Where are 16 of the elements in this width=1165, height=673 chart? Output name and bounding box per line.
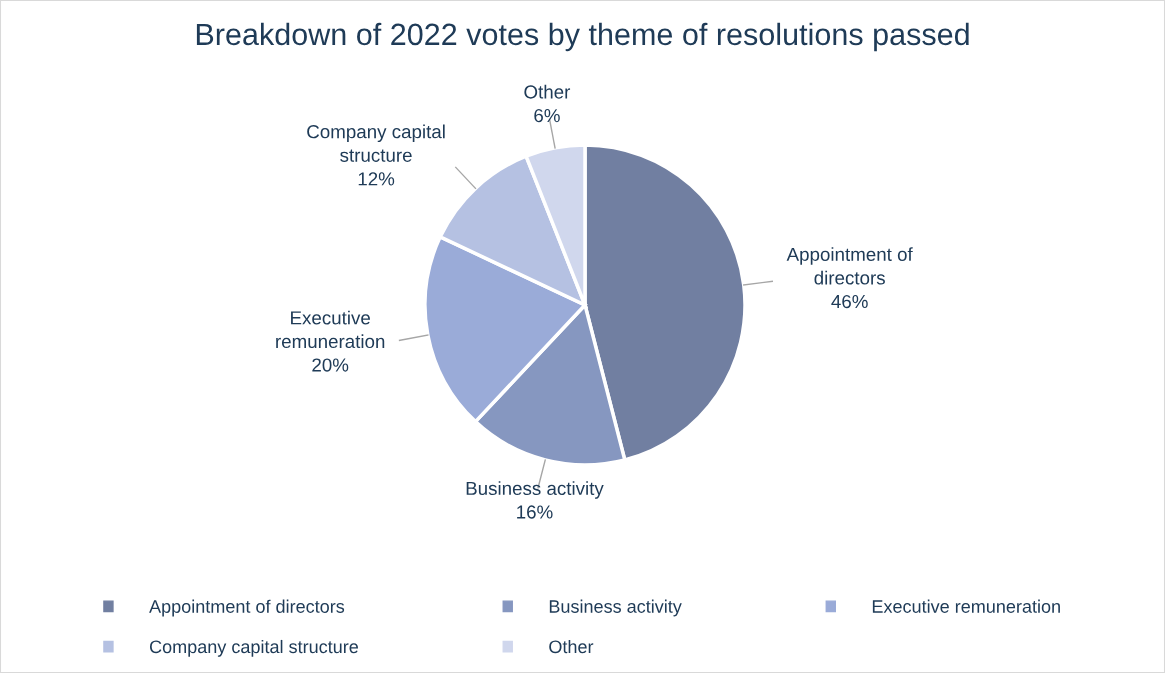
legend-label: Appointment of directors	[149, 599, 345, 617]
slice-label: Executive remuneration	[276, 310, 385, 349]
chart-title: Breakdown of 2022 votes by theme of resolutions passed	[196, 22, 969, 52]
data-label: 6%	[534, 108, 560, 123]
legend-label: Company capital structure	[149, 639, 358, 657]
legend-label: Other	[549, 639, 594, 654]
data-label: 46%	[831, 294, 868, 309]
slice-label: Business activity	[466, 481, 604, 499]
data-label: 20%	[312, 358, 349, 372]
data-label: 16%	[517, 505, 553, 519]
slice-label: Company capital structure	[307, 124, 445, 162]
slice-label: Appointment of directors	[786, 247, 913, 285]
legend-label: Executive remuneration	[872, 599, 1060, 613]
data-label: 12%	[358, 172, 395, 186]
slice-label: Other	[524, 84, 571, 99]
legend-label: Business activity	[549, 599, 682, 617]
